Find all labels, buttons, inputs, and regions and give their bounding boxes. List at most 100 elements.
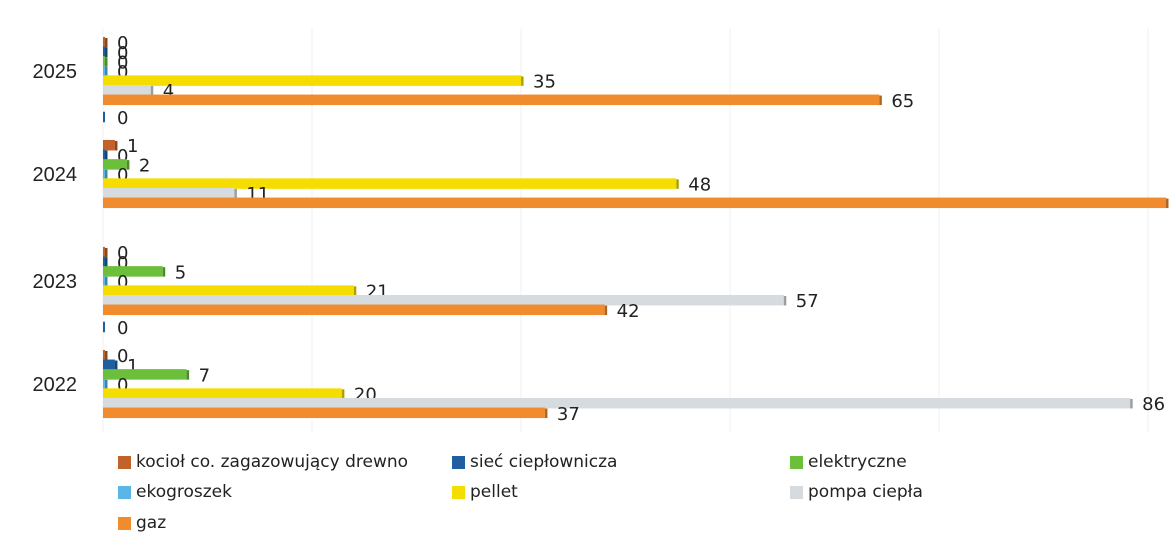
bar-kocioł-co.-zagazowujący-drewno-2023 [103, 246, 105, 258]
bar-side-ekogroszek-2025 [105, 66, 108, 77]
legend: kocioł co. zagazowujący drewno sieć ciepł… [118, 452, 1018, 533]
legend-label: elektryczne [808, 452, 907, 472]
data-label-kocioł-co.-zagazowujący-drewno-2023: 0 [117, 243, 128, 264]
bar-side-pellet-2022 [341, 389, 345, 399]
bar-side-kocioł-co.-zagazowujący-drewno-2024 [114, 140, 118, 151]
bar-extra-2025 [103, 111, 105, 123]
data-label-sieć-ciepłownicza-2022: 1 [127, 356, 138, 377]
data-label-kocioł-co.-zagazowujący-drewno-2025: 0 [117, 33, 128, 54]
bar-side-pompa-ciepła-2022 [1130, 398, 1133, 409]
bar-side-gaz-2025 [879, 95, 882, 106]
bar-side-pellet-2023 [353, 286, 357, 296]
legend-swatch [790, 485, 803, 499]
legend-item: kocioł co. zagazowujący drewno [118, 452, 408, 472]
bar-side-pompa-ciepła-2025 [150, 85, 154, 96]
bar-gaz-2023 [103, 304, 605, 316]
legend-label: gaz [136, 513, 167, 533]
bar-side-gaz-2024 [1166, 198, 1169, 209]
data-label-pompa-ciepła-2022: 86 [1142, 394, 1165, 415]
data-label-ekogroszek-2025: 0 [117, 62, 128, 83]
data-label-sieć-ciepłownicza-2024: 0 [117, 146, 128, 167]
bar-side-kocioł-co.-zagazowujący-drewno-2022 [105, 350, 108, 361]
legend-label: pellet [470, 482, 518, 502]
bar-elektryczne-2022 [103, 369, 187, 380]
bar-elektryczne-2025 [103, 56, 105, 67]
data-label-pellet-2025: 35 [533, 72, 556, 93]
bar-side-kocioł-co.-zagazowujący-drewno-2025 [105, 37, 108, 48]
data-label-kocioł-co.-zagazowujący-drewno-2024: 1 [127, 136, 138, 157]
category-label-2023: 2023 [33, 271, 78, 293]
data-label-elektryczne-2023: 5 [175, 262, 186, 283]
data-label-extra-2023: 0 [117, 318, 128, 339]
bar-side-ekogroszek-2022 [105, 379, 108, 390]
bar-pellet-2025 [103, 75, 522, 86]
bar-side-sieć-ciepłownicza-2022 [114, 360, 118, 371]
data-label-pompa-ciepła-2025: 4 [163, 81, 174, 102]
bar-sieć-ciepłownicza-2024 [103, 149, 105, 161]
bar-gaz-2025 [103, 94, 880, 106]
bar-kocioł-co.-zagazowujący-drewno-2022 [103, 349, 105, 361]
data-label-extra-2025: 0 [117, 108, 128, 129]
bar-gaz-2022 [103, 407, 545, 419]
data-label-ekogroszek-2022: 0 [117, 375, 128, 396]
bar-sieć-ciepłownicza-2025 [103, 46, 105, 58]
bar-side-gaz-2023 [604, 305, 608, 316]
bar-ekogroszek-2022 [103, 378, 105, 390]
data-label-sieć-ciepłownicza-2023: 0 [117, 253, 128, 274]
legend-swatch [452, 455, 465, 469]
bar-elektryczne-2023 [103, 266, 163, 277]
category-label-2022: 2022 [33, 374, 78, 396]
category-label-2025: 2025 [33, 61, 78, 83]
bar-elektryczne-2024 [103, 159, 127, 170]
data-label-gaz-2022: 37 [557, 404, 580, 425]
bar-side-pellet-2025 [521, 76, 524, 86]
bar-side-kocioł-co.-zagazowujący-drewno-2023 [105, 247, 108, 258]
bar-side-pompa-ciepła-2024 [234, 188, 237, 199]
bar-ekogroszek-2024 [103, 168, 105, 180]
data-label-pellet-2024: 48 [688, 175, 711, 196]
legend-item: ekogroszek [118, 482, 232, 502]
legend-swatch [118, 485, 131, 499]
data-label-elektryczne-2025: 0 [117, 52, 128, 73]
data-label-sieć-ciepłownicza-2025: 0 [117, 43, 128, 64]
bar-gaz-2024 [103, 197, 1166, 209]
bar-side-elektryczne-2024 [126, 160, 130, 170]
data-label-gaz-2025: 65 [891, 91, 914, 112]
legend-item: sieć ciepłownicza [452, 452, 617, 472]
legend-swatch [452, 485, 465, 499]
bar-pellet-2022 [103, 388, 342, 399]
bar-pompa-ciepła-2022 [103, 397, 1131, 409]
legend-item: gaz [118, 513, 166, 533]
bar-side-pompa-ciepła-2023 [783, 295, 787, 306]
bar-ekogroszek-2025 [103, 65, 105, 77]
bar-side-sieć-ciepłownicza-2023 [105, 257, 108, 268]
category-label-2024: 2024 [33, 164, 78, 186]
bar-kocioł-co.-zagazowujący-drewno-2025 [103, 36, 105, 48]
legend-label: pompa ciepła [808, 482, 923, 502]
legend-item: elektryczne [790, 452, 907, 472]
bar-pellet-2024 [103, 178, 677, 189]
legend-swatch [118, 455, 131, 469]
bar-side-ekogroszek-2024 [105, 169, 108, 180]
bar-side-sieć-ciepłownicza-2025 [105, 47, 108, 58]
data-label-ekogroszek-2024: 0 [117, 165, 128, 186]
legend-item: pellet [452, 482, 518, 502]
data-label-ekogroszek-2023: 0 [117, 272, 128, 293]
data-label-elektryczne-2022: 7 [199, 365, 210, 386]
bar-side-ekogroszek-2023 [105, 276, 108, 287]
data-label-elektryczne-2024: 2 [139, 155, 150, 176]
legend-swatch [790, 455, 803, 469]
data-label-pompa-ciepła-2023: 57 [796, 291, 819, 312]
bar-side-sieć-ciepłownicza-2024 [105, 150, 108, 161]
bar-extra-2023 [103, 321, 105, 333]
bar-pompa-ciepła-2025 [103, 84, 151, 96]
bar-pompa-ciepła-2024 [103, 187, 235, 199]
bar-kocioł-co.-zagazowujący-drewno-2024 [103, 139, 115, 151]
bar-side-pellet-2024 [676, 179, 679, 189]
data-label-gaz-2023: 42 [617, 301, 640, 322]
legend-swatch [118, 516, 131, 530]
bar-side-elektryczne-2022 [186, 370, 190, 380]
bar-sieć-ciepłownicza-2023 [103, 256, 105, 268]
bar-side-elektryczne-2023 [162, 267, 166, 277]
